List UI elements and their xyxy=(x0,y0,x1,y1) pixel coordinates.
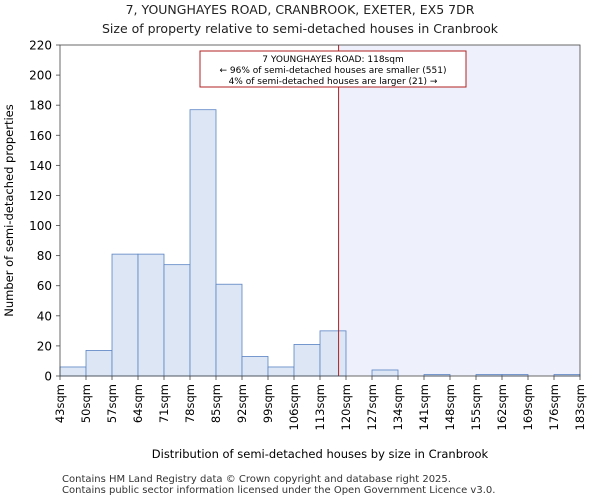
annotation-box: 7 YOUNGHAYES ROAD: 118sqm ← 96% of semi-… xyxy=(199,50,467,88)
x-tick-label: 120sqm xyxy=(339,384,353,430)
bar-127sqm xyxy=(371,369,399,377)
bar-85sqm xyxy=(215,283,243,377)
y-tick-label: 180 xyxy=(29,99,52,113)
x-tick-label: 71sqm xyxy=(157,384,171,423)
x-tick-label: 85sqm xyxy=(209,384,223,423)
x-tick-label: 127sqm xyxy=(365,384,379,430)
x-tick-label: 99sqm xyxy=(261,384,275,423)
x-tick-label: 141sqm xyxy=(417,384,431,430)
x-tick-label: 162sqm xyxy=(495,384,509,430)
bar-57sqm xyxy=(111,253,139,377)
annotation-line-3: 4% of semi-detached houses are larger (2… xyxy=(229,77,438,87)
bar-50sqm xyxy=(85,350,113,377)
y-tick-label: 0 xyxy=(44,370,52,384)
bar-71sqm xyxy=(163,264,191,377)
x-tick-label: 134sqm xyxy=(391,384,405,430)
y-tick-label: 60 xyxy=(37,279,52,293)
bar-92sqm xyxy=(241,356,269,377)
x-tick-label: 57sqm xyxy=(105,384,119,423)
bar-99sqm xyxy=(267,366,295,377)
y-tick-label: 20 xyxy=(37,339,52,353)
x-tick-label: 113sqm xyxy=(313,384,327,430)
bar-106sqm xyxy=(293,344,321,377)
y-axis-label: Number of semi-detached properties xyxy=(2,104,16,316)
x-tick-label: 176sqm xyxy=(547,384,561,430)
y-tick-label: 80 xyxy=(37,249,52,263)
y-tick-label: 40 xyxy=(37,309,52,323)
bar-64sqm xyxy=(137,253,165,377)
annotation-line-2: ← 96% of semi-detached houses are smalle… xyxy=(220,66,447,76)
x-tick-label: 92sqm xyxy=(235,384,249,423)
y-tick-label: 100 xyxy=(29,219,52,233)
x-tick-label: 43sqm xyxy=(53,384,67,423)
x-tick-label: 148sqm xyxy=(443,384,457,430)
y-tick-label: 160 xyxy=(29,129,52,143)
x-tick-label: 155sqm xyxy=(469,384,483,430)
x-tick-label: 106sqm xyxy=(287,384,301,430)
footer-copyright: Contains HM Land Registry data © Crown c… xyxy=(62,474,451,485)
x-axis-label: Distribution of semi-detached houses by … xyxy=(152,447,489,461)
y-tick-label: 200 xyxy=(29,69,52,83)
bar-113sqm xyxy=(319,330,347,377)
chart-title: 7, YOUNGHAYES ROAD, CRANBROOK, EXETER, E… xyxy=(125,2,475,17)
bar-43sqm xyxy=(59,366,87,377)
footer-licence: Contains public sector information licen… xyxy=(62,485,496,496)
y-tick-label: 120 xyxy=(29,189,52,203)
y-tick-label: 140 xyxy=(29,159,52,173)
larger-properties-region xyxy=(338,45,580,376)
x-tick-label: 64sqm xyxy=(131,384,145,423)
x-tick-label: 50sqm xyxy=(79,384,93,423)
y-tick-label: 220 xyxy=(29,39,52,53)
annotation-line-1: 7 YOUNGHAYES ROAD: 118sqm xyxy=(262,55,403,65)
chart-subtitle: Size of property relative to semi-detach… xyxy=(101,21,499,36)
bar-78sqm xyxy=(189,109,217,377)
x-tick-label: 183sqm xyxy=(573,384,587,430)
x-tick-label: 169sqm xyxy=(521,384,535,430)
x-tick-label: 78sqm xyxy=(183,384,197,423)
